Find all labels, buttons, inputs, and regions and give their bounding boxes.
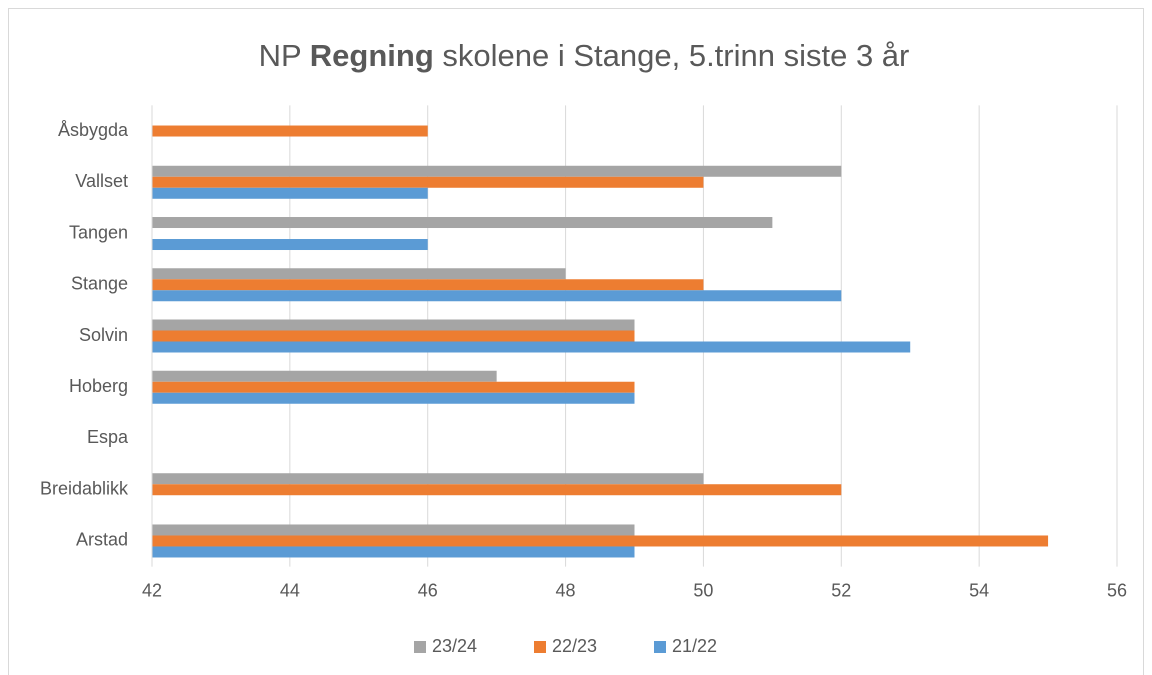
bar bbox=[152, 239, 428, 251]
x-tick-label: 54 bbox=[969, 580, 989, 600]
bar bbox=[152, 176, 704, 188]
bar bbox=[152, 370, 497, 382]
chart-title: NP Regning skolene i Stange, 5.trinn sis… bbox=[259, 38, 910, 73]
legend-label: 23/24 bbox=[432, 636, 477, 656]
bar bbox=[152, 330, 635, 342]
bar bbox=[152, 217, 773, 229]
y-tick-label: Vallset bbox=[75, 171, 128, 191]
x-tick-label: 56 bbox=[1107, 580, 1127, 600]
x-tick-label: 52 bbox=[831, 580, 851, 600]
y-tick-label: Solvin bbox=[79, 325, 128, 345]
x-tick-label: 46 bbox=[418, 580, 438, 600]
y-tick-label: Stange bbox=[71, 274, 128, 294]
title-part: skolene i Stange, 5.trinn siste 3 år bbox=[442, 38, 909, 73]
bar bbox=[152, 524, 635, 536]
bar bbox=[152, 484, 842, 496]
bar bbox=[152, 546, 635, 558]
legend-swatch bbox=[534, 641, 546, 653]
title-part: NP bbox=[259, 38, 302, 73]
bar bbox=[152, 392, 635, 404]
bar bbox=[152, 473, 704, 485]
legend-label: 22/23 bbox=[552, 636, 597, 656]
bar bbox=[152, 341, 911, 353]
bar bbox=[152, 268, 566, 280]
legend-label: 21/22 bbox=[672, 636, 717, 656]
y-tick-label: Tangen bbox=[69, 222, 128, 242]
bar bbox=[152, 290, 842, 302]
x-tick-label: 48 bbox=[556, 580, 576, 600]
y-tick-label: Espa bbox=[87, 427, 129, 447]
x-tick-label: 42 bbox=[142, 580, 162, 600]
y-tick-label: Breidablikk bbox=[40, 478, 129, 498]
bar bbox=[152, 381, 635, 393]
y-tick-label: Arstad bbox=[76, 530, 128, 550]
x-tick-label: 50 bbox=[693, 580, 713, 600]
bar bbox=[152, 279, 704, 291]
bar bbox=[152, 319, 635, 331]
legend-swatch bbox=[654, 641, 666, 653]
bar bbox=[152, 535, 1049, 547]
bar bbox=[152, 125, 428, 137]
y-tick-label: Åsbygda bbox=[58, 120, 129, 140]
title-part-bold: Regning bbox=[310, 38, 434, 73]
y-tick-label: Hoberg bbox=[69, 376, 128, 396]
bar bbox=[152, 187, 428, 199]
legend-swatch bbox=[414, 641, 426, 653]
bar bbox=[152, 165, 842, 177]
x-tick-label: 44 bbox=[280, 580, 300, 600]
